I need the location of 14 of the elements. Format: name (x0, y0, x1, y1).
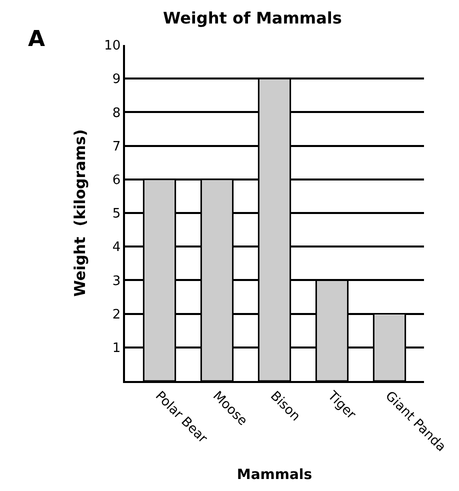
y-tick-label: 3 (112, 274, 121, 289)
y-tick-label: 5 (112, 206, 121, 222)
y-tick-label: 6 (112, 172, 121, 188)
y-tick-label: 7 (112, 139, 121, 154)
y-tick-label: 2 (112, 307, 121, 322)
y-axis-title: Weight (kilograms) (70, 129, 89, 297)
y-tick-label: 10 (104, 38, 121, 54)
y-tick-label: 9 (112, 72, 121, 88)
y-tick-label: 4 (112, 240, 121, 256)
x-axis-title: Mammals (236, 466, 312, 483)
chart-title: Weight of Mammals (163, 8, 342, 28)
y-tick-label: 1 (112, 340, 121, 356)
y-tick-label: 8 (112, 106, 121, 121)
text: A (28, 27, 46, 52)
